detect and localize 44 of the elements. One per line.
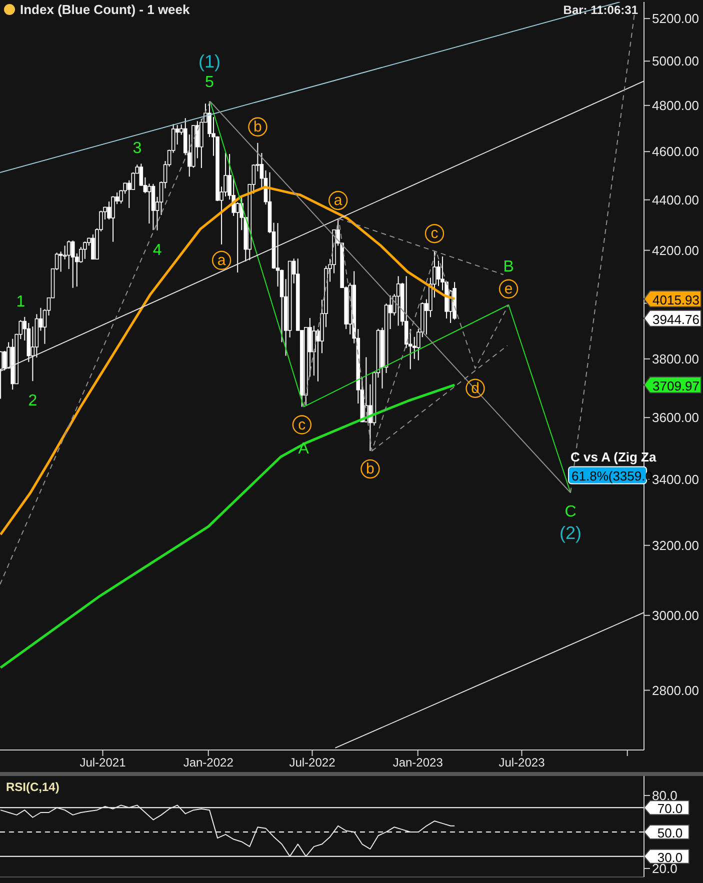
x-tick-label: Jan-2022: [183, 756, 234, 770]
y-tick-label: 2800.00: [652, 682, 699, 698]
x-tick-label: Jan-2023: [392, 756, 444, 770]
annotation: (2): [560, 522, 582, 543]
text: 4015.93: [652, 292, 700, 308]
annotation: b: [254, 118, 262, 136]
annotation: Bar: 11:06:31: [563, 3, 638, 17]
y-tick-label: 3200.00: [652, 538, 699, 553]
annotation: 3: [132, 140, 142, 158]
y-tick-label: 4400.00: [652, 192, 699, 208]
annotation: 1: [16, 294, 26, 311]
y-tick-label: 4600.00: [652, 144, 699, 160]
y-tick-label: 80.0: [652, 788, 678, 804]
y-tick-label: 3600.00: [652, 410, 699, 426]
y-tick-label: 3400.00: [652, 472, 699, 488]
text: 3944.76: [652, 312, 700, 327]
chart-title: RSI(C,14): [6, 780, 60, 794]
text: 3709.97: [652, 378, 700, 394]
x-tick-label: Jul-2023: [498, 756, 546, 770]
y-tick-label: 5200.00: [652, 11, 699, 26]
annotation: 5: [205, 74, 214, 91]
annotation: d: [471, 380, 480, 397]
y-tick-label: 3800.00: [652, 352, 699, 367]
x-tick-label: Jul-2022: [289, 756, 336, 770]
annotation: e: [504, 280, 513, 298]
y-tick-label: 3000.00: [652, 608, 699, 624]
annotation: 2: [28, 392, 38, 410]
x-tick-label: Jul-2021: [80, 756, 126, 770]
chart-title: Index (Blue Count) - 1 week: [20, 2, 190, 17]
annotation: (1): [198, 51, 220, 72]
annotation: B: [503, 258, 514, 276]
y-tick-label: 5000.00: [652, 54, 699, 69]
annotation: 4: [152, 242, 162, 259]
annotation: c: [430, 225, 439, 242]
annotation: a: [217, 252, 226, 269]
y-tick-label: 4200.00: [652, 242, 699, 258]
annotation: A: [298, 440, 310, 458]
annotation: C: [564, 503, 576, 520]
annotation: b: [366, 460, 374, 478]
ref-line-label: 70.0: [657, 801, 683, 816]
ref-line-label: 50.0: [657, 825, 683, 840]
annotation: c: [298, 416, 306, 434]
annotation: a: [334, 192, 343, 209]
y-tick-label: 4800.00: [652, 98, 699, 114]
